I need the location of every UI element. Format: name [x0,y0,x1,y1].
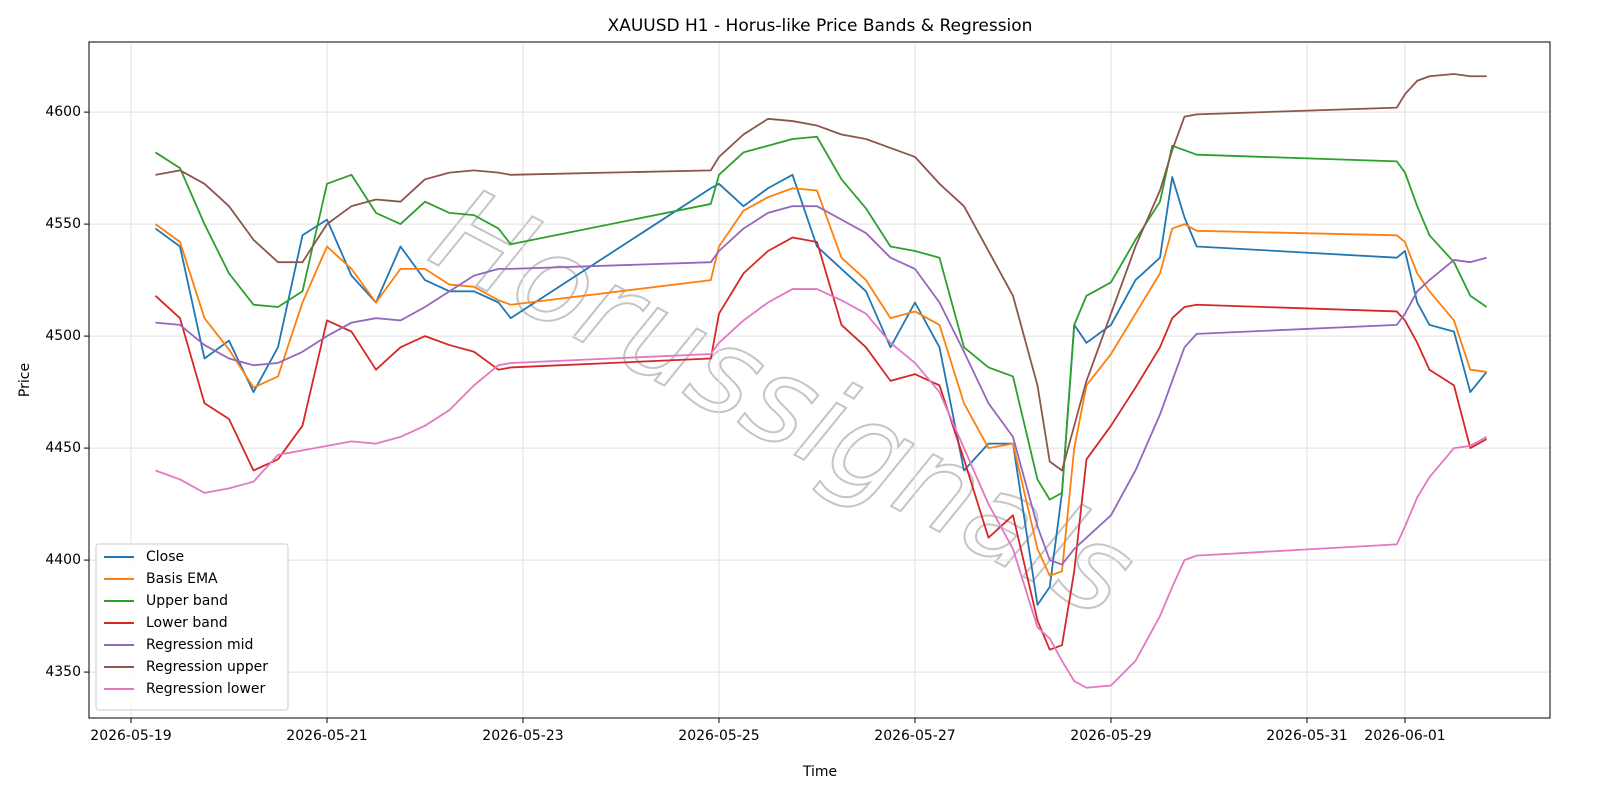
legend: Close Basis EMA Upper band Lower band Regres… [95,543,289,711]
legend-label: Basis EMA [146,571,218,587]
y-tick-label: 4400 [45,552,81,568]
plot-frame [88,41,1551,719]
x-tick-label: 2026-05-19 [90,728,171,744]
y-axis-label: Price [17,363,33,397]
y-tick-label: 4450 [45,440,81,456]
x-axis-label: Time [802,764,837,780]
series-line [154,236,1488,651]
y-tick-label: 4600 [45,104,81,120]
y-tick-label: 4350 [45,664,81,680]
x-tick-label: 2026-05-31 [1266,728,1347,744]
x-tick-label: 2026-06-01 [1364,728,1445,744]
series-line [155,73,1487,472]
legend-label: Lower band [146,615,228,631]
x-tick-label: 2026-05-23 [482,728,563,744]
x-tick-label: 2026-05-29 [1070,728,1151,744]
y-tick-label: 4550 [45,216,81,232]
series-line [154,187,1487,577]
x-tick-label: 2026-05-21 [286,728,367,744]
series-line [155,288,1488,689]
legend-label: Upper band [146,593,228,609]
x-tick-label: 2026-05-27 [874,728,955,744]
legend-label: Regression mid [146,637,253,653]
y-tick-label: 4500 [45,328,81,344]
legend-box [95,543,289,711]
series-line [155,205,1487,566]
x-tick-label: 2026-05-25 [678,728,759,744]
legend-label: Close [146,549,184,565]
legend-label: Regression upper [146,659,268,675]
chart-title: XAUUSD H1 - Horus-like Price Bands & Reg… [608,16,1033,36]
legend-label: Regression lower [146,681,266,697]
series-line [155,135,1488,501]
